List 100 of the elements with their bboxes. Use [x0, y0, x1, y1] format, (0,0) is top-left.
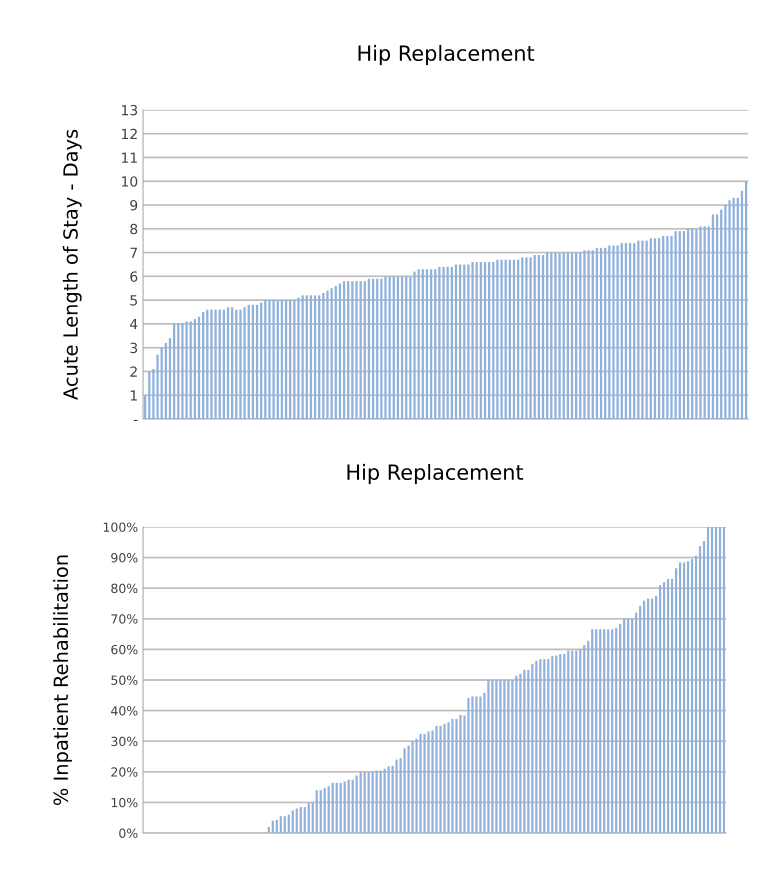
bar — [403, 748, 406, 834]
bar — [301, 295, 304, 419]
bar — [459, 714, 462, 834]
bar — [732, 198, 735, 419]
y-tick-label: 10 — [122, 176, 138, 187]
bar — [479, 696, 482, 834]
bar — [431, 730, 434, 834]
bar — [504, 260, 507, 419]
bar — [534, 254, 536, 419]
bar — [724, 205, 727, 419]
bar — [492, 262, 494, 419]
bar — [550, 252, 552, 419]
bar — [423, 734, 426, 834]
bar — [427, 731, 430, 834]
bar — [475, 696, 478, 834]
bar — [608, 245, 610, 419]
bar — [670, 579, 674, 834]
bar — [666, 579, 670, 834]
bar — [202, 312, 204, 419]
bar — [206, 310, 208, 419]
bar — [288, 814, 290, 834]
bar — [678, 562, 682, 834]
bar — [627, 618, 630, 834]
bar — [458, 264, 462, 419]
bar — [260, 302, 262, 419]
bar — [555, 656, 558, 834]
bar — [248, 304, 250, 419]
y-tick-label: 3 — [130, 342, 138, 354]
bar — [276, 820, 278, 834]
bar — [575, 650, 578, 834]
y-tick-label: 60% — [111, 644, 138, 654]
bar — [399, 758, 402, 834]
bar — [603, 629, 606, 834]
bar — [487, 680, 490, 834]
bar — [451, 718, 454, 834]
bar — [691, 228, 694, 419]
bar — [293, 300, 296, 419]
bar — [694, 556, 698, 834]
bar — [368, 772, 370, 834]
bar — [595, 629, 598, 834]
bar — [647, 598, 650, 834]
bar — [463, 264, 466, 419]
y-tick-label: 9 — [130, 200, 138, 210]
bar — [471, 696, 474, 834]
y-tick-label: 50% — [111, 675, 138, 685]
bar — [607, 629, 610, 834]
bar — [318, 295, 320, 419]
bar — [148, 371, 150, 419]
bar — [635, 612, 638, 834]
bar — [538, 254, 540, 419]
bar — [698, 546, 702, 834]
y-tick-label: 7 — [130, 248, 138, 258]
bar — [714, 526, 718, 834]
bar — [637, 240, 640, 419]
y-tick-label: 12 — [122, 128, 137, 139]
bar — [351, 281, 354, 419]
bar — [190, 322, 192, 419]
bar — [706, 526, 710, 834]
bar — [435, 726, 438, 834]
bar — [384, 768, 386, 834]
bar — [562, 252, 565, 419]
bar — [395, 760, 398, 834]
y-tick-label: 90% — [111, 553, 138, 563]
bar — [662, 236, 664, 419]
bar — [276, 300, 279, 419]
bar — [655, 596, 658, 834]
bar — [547, 659, 550, 834]
bar — [222, 310, 226, 419]
bar — [467, 698, 470, 834]
bar — [376, 770, 378, 834]
bar — [591, 629, 594, 834]
bar — [620, 243, 623, 419]
bar — [376, 278, 378, 419]
bar — [571, 650, 574, 834]
y-tick-label: 13 — [122, 104, 138, 116]
bar — [308, 803, 310, 834]
bar — [372, 772, 374, 834]
bar — [463, 716, 466, 834]
bar — [264, 300, 266, 419]
bar — [407, 745, 410, 834]
bar — [272, 820, 274, 834]
bar — [336, 782, 338, 834]
y-tick-label: 4 — [130, 319, 138, 330]
bar — [666, 236, 668, 419]
bar — [488, 262, 490, 419]
bar — [491, 680, 494, 834]
bar — [623, 618, 626, 834]
bar — [531, 664, 534, 834]
y-tick-label: 70% — [111, 614, 138, 624]
bar — [546, 252, 548, 419]
bar — [543, 659, 546, 834]
bar — [360, 772, 362, 834]
bar — [392, 766, 394, 834]
y-axis-title: % Inpatient Rehabilitation — [53, 556, 72, 806]
y-tick-label: 5 — [130, 295, 137, 306]
bar — [519, 674, 522, 834]
y-tick-label: 100% — [104, 522, 138, 532]
y-tick-label: 10% — [112, 798, 138, 808]
bar — [611, 629, 614, 834]
bar — [289, 300, 292, 419]
